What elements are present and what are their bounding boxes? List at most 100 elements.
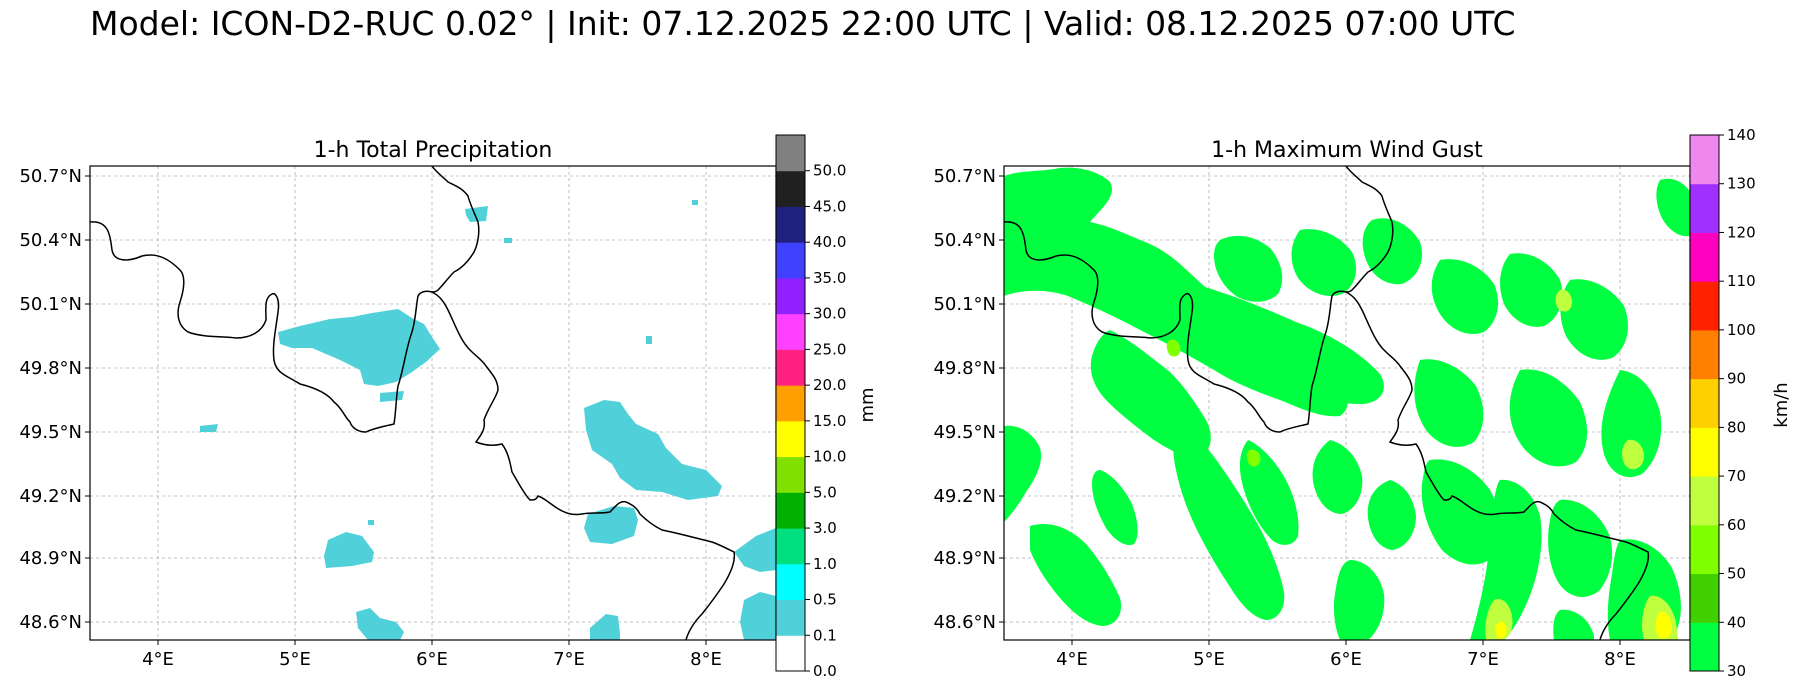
precip-colorbar-tick-label: 10.0 (813, 448, 846, 466)
gust-colorbar-tick-label: 80 (1727, 418, 1746, 436)
gust-colorbar-segment (1690, 427, 1719, 477)
precip-colorbar: 0.0 0.1 0.5 1.0 3.0 5.0 10.0 15.0 20.0 25.0 30.0 35… (775, 134, 846, 680)
gust-colorbar-frame (1689, 134, 1720, 672)
precip-colorbar-segment (776, 420, 805, 458)
precip-colorbar-tick-label: 45.0 (813, 197, 846, 215)
precip-colorbar-tick-label: 0.1 (813, 626, 837, 644)
gust-colorbar-label: km/h (1771, 382, 1792, 427)
gust-colorbar-segment (1690, 622, 1719, 672)
gust-colorbar: 30 40 50 60 70 80 90 100 110 120 130 140 (1689, 126, 1756, 680)
gust-colorbar-segment (1690, 183, 1719, 233)
precip-colorbar-segment (776, 206, 805, 243)
precip-colorbar-tick-label: 0.5 (813, 591, 837, 609)
figure-title: Model: ICON-D2-RUC 0.02° | Init: 07.12.2… (90, 4, 1516, 43)
gust-xtick-label: 8°E (1604, 649, 1636, 670)
precip-field (200, 200, 776, 640)
precip-xtick-label: 8°E (690, 649, 722, 670)
gust-field-highs (1166, 289, 1678, 640)
precip-colorbar-tick-label: 3.0 (813, 519, 837, 537)
precip-colorbar-tick-label: 5.0 (813, 483, 837, 501)
precip-colorbar-segment (776, 170, 805, 207)
gust-colorbar-segment (1690, 573, 1719, 623)
precip-colorbar-tick-label: 50.0 (813, 162, 846, 180)
gust-colorbar-tick-label: 50 (1727, 565, 1746, 583)
precip-colorbar-frame (775, 134, 806, 672)
gust-xtick-label: 4°E (1056, 649, 1088, 670)
precip-colorbar-segment (776, 385, 805, 422)
precip-colorbar-tick-label: 35.0 (813, 269, 846, 287)
precip-colorbar-tick-label: 40.0 (813, 233, 846, 251)
gust-xtick-label: 6°E (1330, 649, 1362, 670)
gust-colorbar-tick-label: 100 (1727, 321, 1756, 339)
precip-colorbar-segment (776, 349, 805, 386)
gust-xtick-label: 5°E (1193, 649, 1225, 670)
precip-colorbar-tick-label: 20.0 (813, 376, 846, 394)
gust-colorbar-tick-label: 70 (1727, 467, 1746, 485)
gust-colorbar-segment (1690, 329, 1719, 380)
precip-ytick-label: 50.7°N (19, 166, 82, 187)
gust-ytick-labels: 48.6°N 48.9°N 49.2°N 49.5°N 49.8°N 50.1°… (933, 166, 996, 633)
gust-field (1004, 167, 1690, 640)
gust-ytick-label: 50.1°N (933, 294, 996, 315)
precip-xtick-label: 5°E (279, 649, 311, 670)
precip-colorbar-segment (776, 242, 805, 279)
gust-colorbar-segment (1690, 281, 1719, 331)
gust-colorbar-tick-label: 90 (1727, 370, 1746, 388)
gust-xtick-label: 7°E (1467, 649, 1499, 670)
gust-colorbar-segment (1690, 232, 1719, 282)
gust-colorbar-tick-label: 40 (1727, 613, 1746, 631)
gust-colorbar-tick-label: 110 (1727, 272, 1756, 290)
precip-colorbar-label: mm (857, 387, 878, 422)
gust-colorbar-tick-label: 60 (1727, 516, 1746, 534)
gust-colorbar-tick-label: 120 (1727, 223, 1756, 241)
gust-colorbar-segment (1690, 524, 1719, 575)
precip-ytick-label: 48.6°N (19, 612, 82, 633)
gust-ytick-label: 49.5°N (933, 422, 996, 443)
gust-colorbar-tick-label: 130 (1727, 175, 1756, 193)
precip-ytick-labels: 48.6°N 48.9°N 49.2°N 49.5°N 49.8°N 50.1°… (19, 166, 82, 633)
precip-ytick-label: 49.8°N (19, 358, 82, 379)
precip-colorbar-tick-label: 15.0 (813, 412, 846, 430)
precip-colorbar-tick-label: 1.0 (813, 555, 837, 573)
precip-colorbar-segment (776, 277, 805, 315)
precip-ytick-label: 49.5°N (19, 422, 82, 443)
precip-xtick-label: 4°E (142, 649, 174, 670)
precip-xtick-labels: 4°E 5°E 6°E 7°E 8°E (142, 649, 722, 670)
gust-ytick-label: 49.8°N (933, 358, 996, 379)
gust-colorbar-tick-label: 30 (1727, 662, 1746, 680)
precip-colorbar-tick-label: 30.0 (813, 305, 846, 323)
gust-ytick-label: 49.2°N (933, 486, 996, 507)
gust-colorbar-tick-label: 140 (1727, 126, 1756, 144)
precip-borders (90, 166, 736, 640)
precip-colorbar-segment (776, 313, 805, 350)
precip-xtick-label: 7°E (553, 649, 585, 670)
precip-ytick-label: 50.1°N (19, 294, 82, 315)
precip-panel-title: 1-h Total Precipitation (314, 138, 553, 163)
precip-ytick-label: 50.4°N (19, 230, 82, 251)
precip-colorbar-tick-label: 0.0 (813, 662, 837, 680)
precip-colorbar-tick-label: 25.0 (813, 340, 846, 358)
precip-colorbar-segment (776, 635, 805, 672)
precip-map-area (90, 166, 776, 640)
gust-tick-marks (999, 175, 1621, 645)
gust-colorbar-segment (1690, 135, 1719, 185)
precip-ytick-label: 48.9°N (19, 548, 82, 569)
precip-colorbar-segment (776, 492, 805, 529)
precip-colorbar-segment (776, 563, 805, 601)
gust-ytick-label: 50.7°N (933, 166, 996, 187)
gust-ytick-label: 48.6°N (933, 612, 996, 633)
precip-panel: 1-h Total Precipitation (19, 134, 878, 680)
precip-colorbar-segment (776, 528, 805, 565)
precip-gridlines (90, 166, 776, 640)
gust-panel-title: 1-h Maximum Wind Gust (1211, 138, 1483, 163)
precip-xtick-label: 6°E (416, 649, 448, 670)
precip-colorbar-segment (776, 599, 805, 636)
precip-ytick-label: 49.2°N (19, 486, 82, 507)
gust-xtick-labels: 4°E 5°E 6°E 7°E 8°E (1056, 649, 1636, 670)
gust-ytick-label: 50.4°N (933, 230, 996, 251)
gust-colorbar-segment (1690, 378, 1719, 428)
precip-colorbar-segment (776, 456, 805, 493)
precip-colorbar-segment (776, 135, 805, 172)
gust-borders (1004, 166, 1650, 640)
